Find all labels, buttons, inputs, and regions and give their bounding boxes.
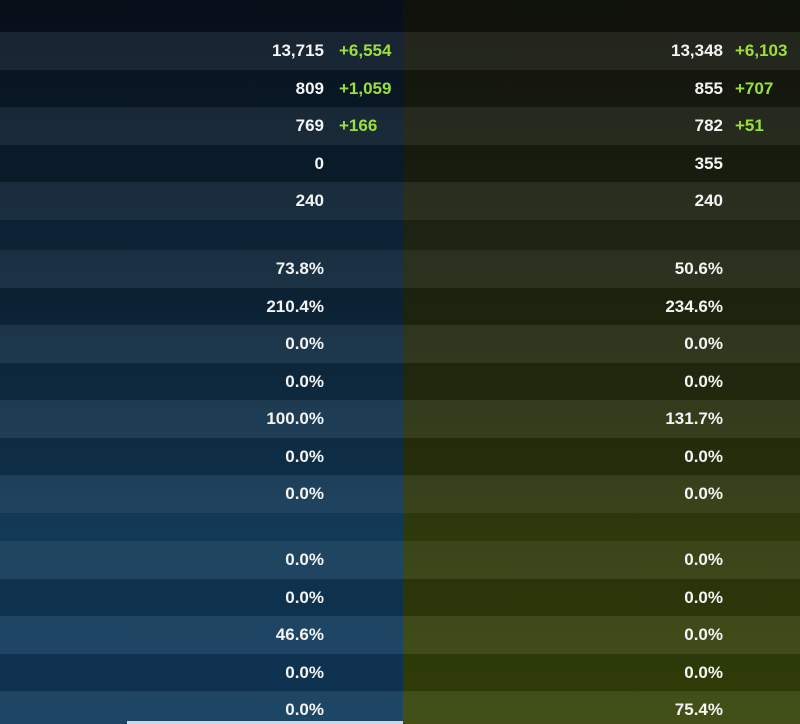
stat-value: 0.0% xyxy=(684,446,723,466)
stat-bonus: +1,059 xyxy=(339,78,392,98)
stat-value: 0.0% xyxy=(684,550,723,569)
stat-value: 0.0% xyxy=(285,662,324,682)
stat-value: 75.4% xyxy=(674,700,723,719)
stat-row: 210.4% xyxy=(0,287,403,325)
stat-row: 0.0% xyxy=(0,325,403,363)
edge-line xyxy=(127,721,403,724)
stat-value: 131.7% xyxy=(665,409,723,428)
stat-value: 46.6% xyxy=(275,625,324,644)
stat-row: 769 +166 xyxy=(0,107,403,145)
stat-row: 0.0% xyxy=(403,325,800,363)
stat-row: 0.0% xyxy=(403,475,800,513)
stat-value: 0.0% xyxy=(684,662,723,682)
stat-value: 769 xyxy=(295,116,324,135)
stat-value: 0.0% xyxy=(684,334,723,353)
stat-row: 0.0% xyxy=(403,616,800,654)
top-bar xyxy=(0,0,403,32)
stat-value: 355 xyxy=(694,153,723,173)
stat-value: 0.0% xyxy=(285,587,324,607)
stat-row: 240 xyxy=(403,182,800,220)
stat-value: 855 xyxy=(694,78,723,98)
stat-row: 0.0% xyxy=(0,578,403,616)
stat-row: 100.0% xyxy=(0,400,403,438)
stat-bonus: +51 xyxy=(735,116,764,135)
left-panel: 13,715 +6,554 809 +1,059 769 +166 0 240 73.8% 210… xyxy=(0,0,403,724)
stat-value: 0.0% xyxy=(285,484,324,503)
stat-row: 50.6% xyxy=(403,250,800,288)
stat-row: 0.0% xyxy=(403,541,800,579)
stat-row: 0.0% xyxy=(403,653,800,691)
stat-row: 782 +51 xyxy=(403,107,800,145)
stat-value: 240 xyxy=(295,191,324,210)
stat-value: 0.0% xyxy=(285,550,324,569)
stat-value: 50.6% xyxy=(674,259,723,278)
stat-value: 0.0% xyxy=(684,484,723,503)
stat-value: 0.0% xyxy=(285,700,324,719)
stat-row: 13,348 +6,103 xyxy=(403,32,800,70)
stat-row: 0.0% xyxy=(0,691,403,724)
stat-value: 0.0% xyxy=(684,587,723,607)
stat-bonus: +6,554 xyxy=(339,41,392,60)
stat-row: 0.0% xyxy=(0,437,403,475)
stat-bonus: +6,103 xyxy=(735,41,788,60)
stat-row: 0.0% xyxy=(403,362,800,400)
stat-row: 0.0% xyxy=(0,541,403,579)
stat-value: 809 xyxy=(295,78,324,98)
stat-row: 0 xyxy=(0,144,403,182)
stat-value: 0 xyxy=(314,153,324,173)
top-bar xyxy=(403,0,800,32)
stat-value: 73.8% xyxy=(275,259,324,278)
stat-row: 0.0% xyxy=(0,362,403,400)
stat-bonus: +707 xyxy=(735,78,774,98)
stat-value: 0.0% xyxy=(285,371,324,391)
stat-row: 0.0% xyxy=(0,475,403,513)
stat-value: 0.0% xyxy=(285,334,324,353)
stat-row: 131.7% xyxy=(403,400,800,438)
stat-value: 0.0% xyxy=(684,625,723,644)
stat-bonus: +166 xyxy=(339,116,378,135)
stat-row: 855 +707 xyxy=(403,69,800,107)
stat-row: 0.0% xyxy=(403,578,800,616)
stat-row: 355 xyxy=(403,144,800,182)
stat-value: 0.0% xyxy=(684,371,723,391)
stat-value: 782 xyxy=(694,116,723,135)
stat-row: 46.6% xyxy=(0,616,403,654)
stat-row: 240 xyxy=(0,182,403,220)
stat-row: 73.8% xyxy=(0,250,403,288)
stat-value: 0.0% xyxy=(285,446,324,466)
right-panel: 13,348 +6,103 855 +707 782 +51 355 240 50.6% 234.… xyxy=(403,0,800,724)
stat-value: 240 xyxy=(694,191,723,210)
stat-value: 210.4% xyxy=(266,296,324,316)
stat-row: 0.0% xyxy=(403,437,800,475)
stat-row: 75.4% xyxy=(403,691,800,724)
stat-row: 234.6% xyxy=(403,287,800,325)
stat-row: 0.0% xyxy=(0,653,403,691)
stat-value: 234.6% xyxy=(665,296,723,316)
stat-row: 809 +1,059 xyxy=(0,69,403,107)
stat-value: 13,715 xyxy=(272,41,324,60)
stat-row: 13,715 +6,554 xyxy=(0,32,403,70)
stat-value: 100.0% xyxy=(266,409,324,428)
stat-value: 13,348 xyxy=(671,41,723,60)
